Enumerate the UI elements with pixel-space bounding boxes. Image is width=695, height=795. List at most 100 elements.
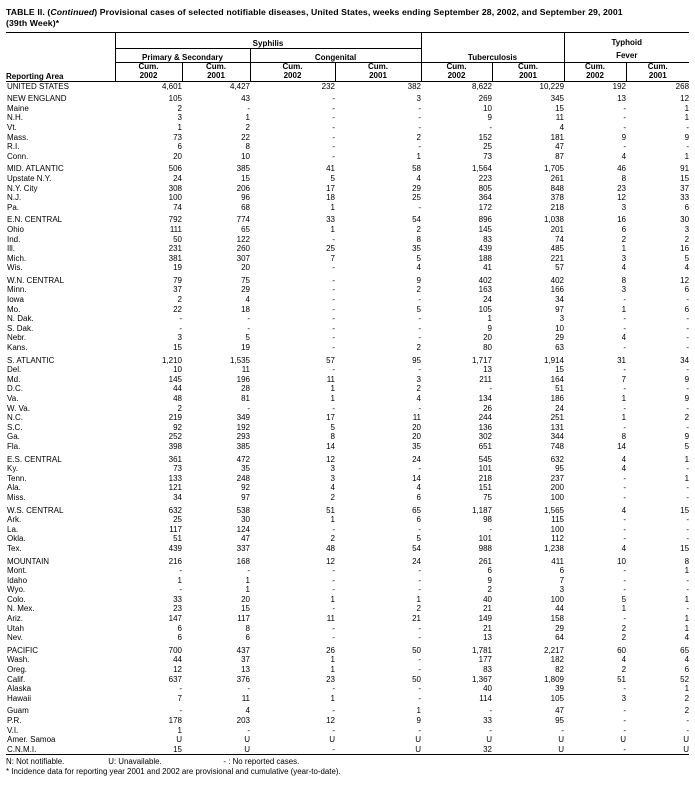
value-cell: 133	[168, 473, 182, 483]
value-cell: -	[418, 575, 421, 585]
value-cell: 23	[326, 674, 335, 684]
table-row: Oreg. 12 13 1 - 83 82 2 6	[6, 665, 689, 675]
reporting-area-cell: Md.	[7, 374, 21, 384]
reporting-area-cell: Idaho	[7, 575, 28, 585]
value-cell: 260	[236, 244, 250, 254]
reporting-area-cell: Ky.	[7, 464, 18, 474]
reporting-area-cell: P.R.	[7, 716, 22, 725]
value-cell: 16	[680, 244, 690, 254]
value-cell: 344	[550, 432, 565, 442]
value-cell: 7	[621, 374, 627, 384]
value-cell: 124	[236, 524, 250, 534]
value-cell: 6	[684, 202, 690, 212]
value-cell: 13	[483, 365, 492, 375]
footnote-legend: N: Not notifiable. U: Unavailable. - : N…	[6, 757, 689, 767]
value-cell: 439	[478, 244, 492, 254]
value-cell: 100	[550, 492, 565, 502]
value-cell: -	[686, 365, 690, 375]
header-cum-2001: Cum. 2001	[181, 62, 250, 82]
title-suffix: ) Provisional cases of selected notifiab…	[94, 7, 623, 17]
value-cell: 774	[236, 215, 250, 225]
value-cell: 164	[550, 374, 565, 384]
reporting-area-cell: Pa.	[7, 202, 20, 212]
reporting-area-cell: W. Va.	[7, 403, 30, 413]
table-row: Ohio 111 65 1 2 145 201 6 3	[6, 225, 689, 235]
value-cell: -	[179, 323, 182, 333]
value-cell: 361	[168, 454, 182, 464]
value-cell: 21	[483, 623, 492, 633]
value-cell: -	[418, 693, 421, 703]
value-cell: 34	[173, 492, 182, 502]
value-cell: 12	[326, 716, 335, 725]
value-cell: 1	[684, 594, 690, 604]
value-cell: 1	[245, 575, 250, 585]
value-cell: 19	[241, 343, 250, 353]
reporting-area-cell: Oreg.	[7, 665, 28, 675]
value-cell: 1,367	[471, 674, 492, 684]
value-cell: 261	[478, 556, 492, 566]
value-cell: 2	[684, 693, 690, 703]
value-cell: 74	[173, 202, 182, 212]
value-cell: 4	[330, 483, 335, 493]
value-cell: 385	[236, 164, 250, 174]
reporting-area-cell: Alaska	[7, 684, 32, 694]
value-cell: -	[179, 566, 182, 576]
value-cell: -	[686, 122, 690, 132]
value-cell: 20	[483, 333, 492, 343]
value-cell: 6	[177, 633, 182, 643]
value-cell: 51	[173, 534, 182, 544]
value-cell: -	[332, 132, 335, 142]
value-cell: 68	[241, 202, 250, 212]
value-cell: 1,187	[471, 505, 492, 515]
value-cell: 20	[412, 432, 421, 442]
value-cell: 345	[550, 94, 565, 104]
value-cell: 95	[555, 716, 565, 725]
value-cell: 33	[326, 215, 335, 225]
value-cell: -	[686, 492, 690, 502]
value-cell: 6	[684, 285, 690, 295]
reporting-area-cell: W.N. CENTRAL	[7, 275, 64, 285]
value-cell: 5	[416, 534, 421, 544]
value-cell: -	[418, 633, 421, 643]
value-cell: -	[332, 142, 335, 152]
value-cell: U	[244, 744, 250, 754]
value-cell: -	[418, 323, 421, 333]
value-cell: 97	[555, 304, 565, 314]
value-cell: -	[623, 684, 627, 694]
value-cell: -	[418, 623, 421, 633]
reporting-area-cell: Nebr.	[7, 333, 27, 343]
value-cell: 8	[621, 432, 627, 442]
value-cell: 6	[621, 224, 627, 234]
table-row: Nev. 6 6 - - 13 64 2 4	[6, 633, 689, 643]
value-cell: 15	[173, 744, 182, 754]
table-row: V.I. 1 - - - - - - -	[6, 726, 689, 736]
reporting-area-cell: Tenn.	[7, 473, 27, 483]
value-cell: -	[623, 403, 627, 413]
footnotes: N: Not notifiable. U: Unavailable. - : N…	[6, 757, 689, 776]
value-cell: 41	[326, 164, 335, 174]
value-cell: 5	[330, 422, 335, 432]
reporting-area-cell: Okla.	[7, 534, 26, 544]
value-cell: 632	[550, 454, 565, 464]
value-cell: -	[686, 524, 690, 534]
value-cell: -	[332, 234, 335, 244]
value-cell: 33	[483, 716, 492, 725]
reporting-area-cell: PACIFIC	[7, 645, 38, 655]
value-cell: 60	[617, 645, 627, 655]
value-cell: -	[332, 585, 335, 595]
value-cell: U	[683, 744, 690, 754]
value-cell: 20	[241, 263, 250, 273]
value-cell: 10	[483, 103, 492, 113]
value-cell: 1	[621, 304, 627, 314]
value-cell: 1	[416, 151, 421, 161]
reporting-area-cell: Ohio	[7, 224, 24, 234]
table-row: Ill. 231 260 25 35 439 485 1 16	[6, 244, 689, 254]
value-cell: U	[558, 735, 565, 745]
table-row: Ga. 252 293 8 20 302 344 8 9	[6, 432, 689, 442]
table-row: PACIFIC 700 437 26 50 1,781 2,217 60 65	[6, 643, 689, 656]
value-cell: 1	[684, 103, 690, 113]
value-cell: 182	[550, 655, 565, 665]
table-row: Alaska - - - - 40 39 - 1	[6, 684, 689, 694]
value-cell: 105	[550, 693, 565, 703]
value-cell: 74	[555, 234, 565, 244]
